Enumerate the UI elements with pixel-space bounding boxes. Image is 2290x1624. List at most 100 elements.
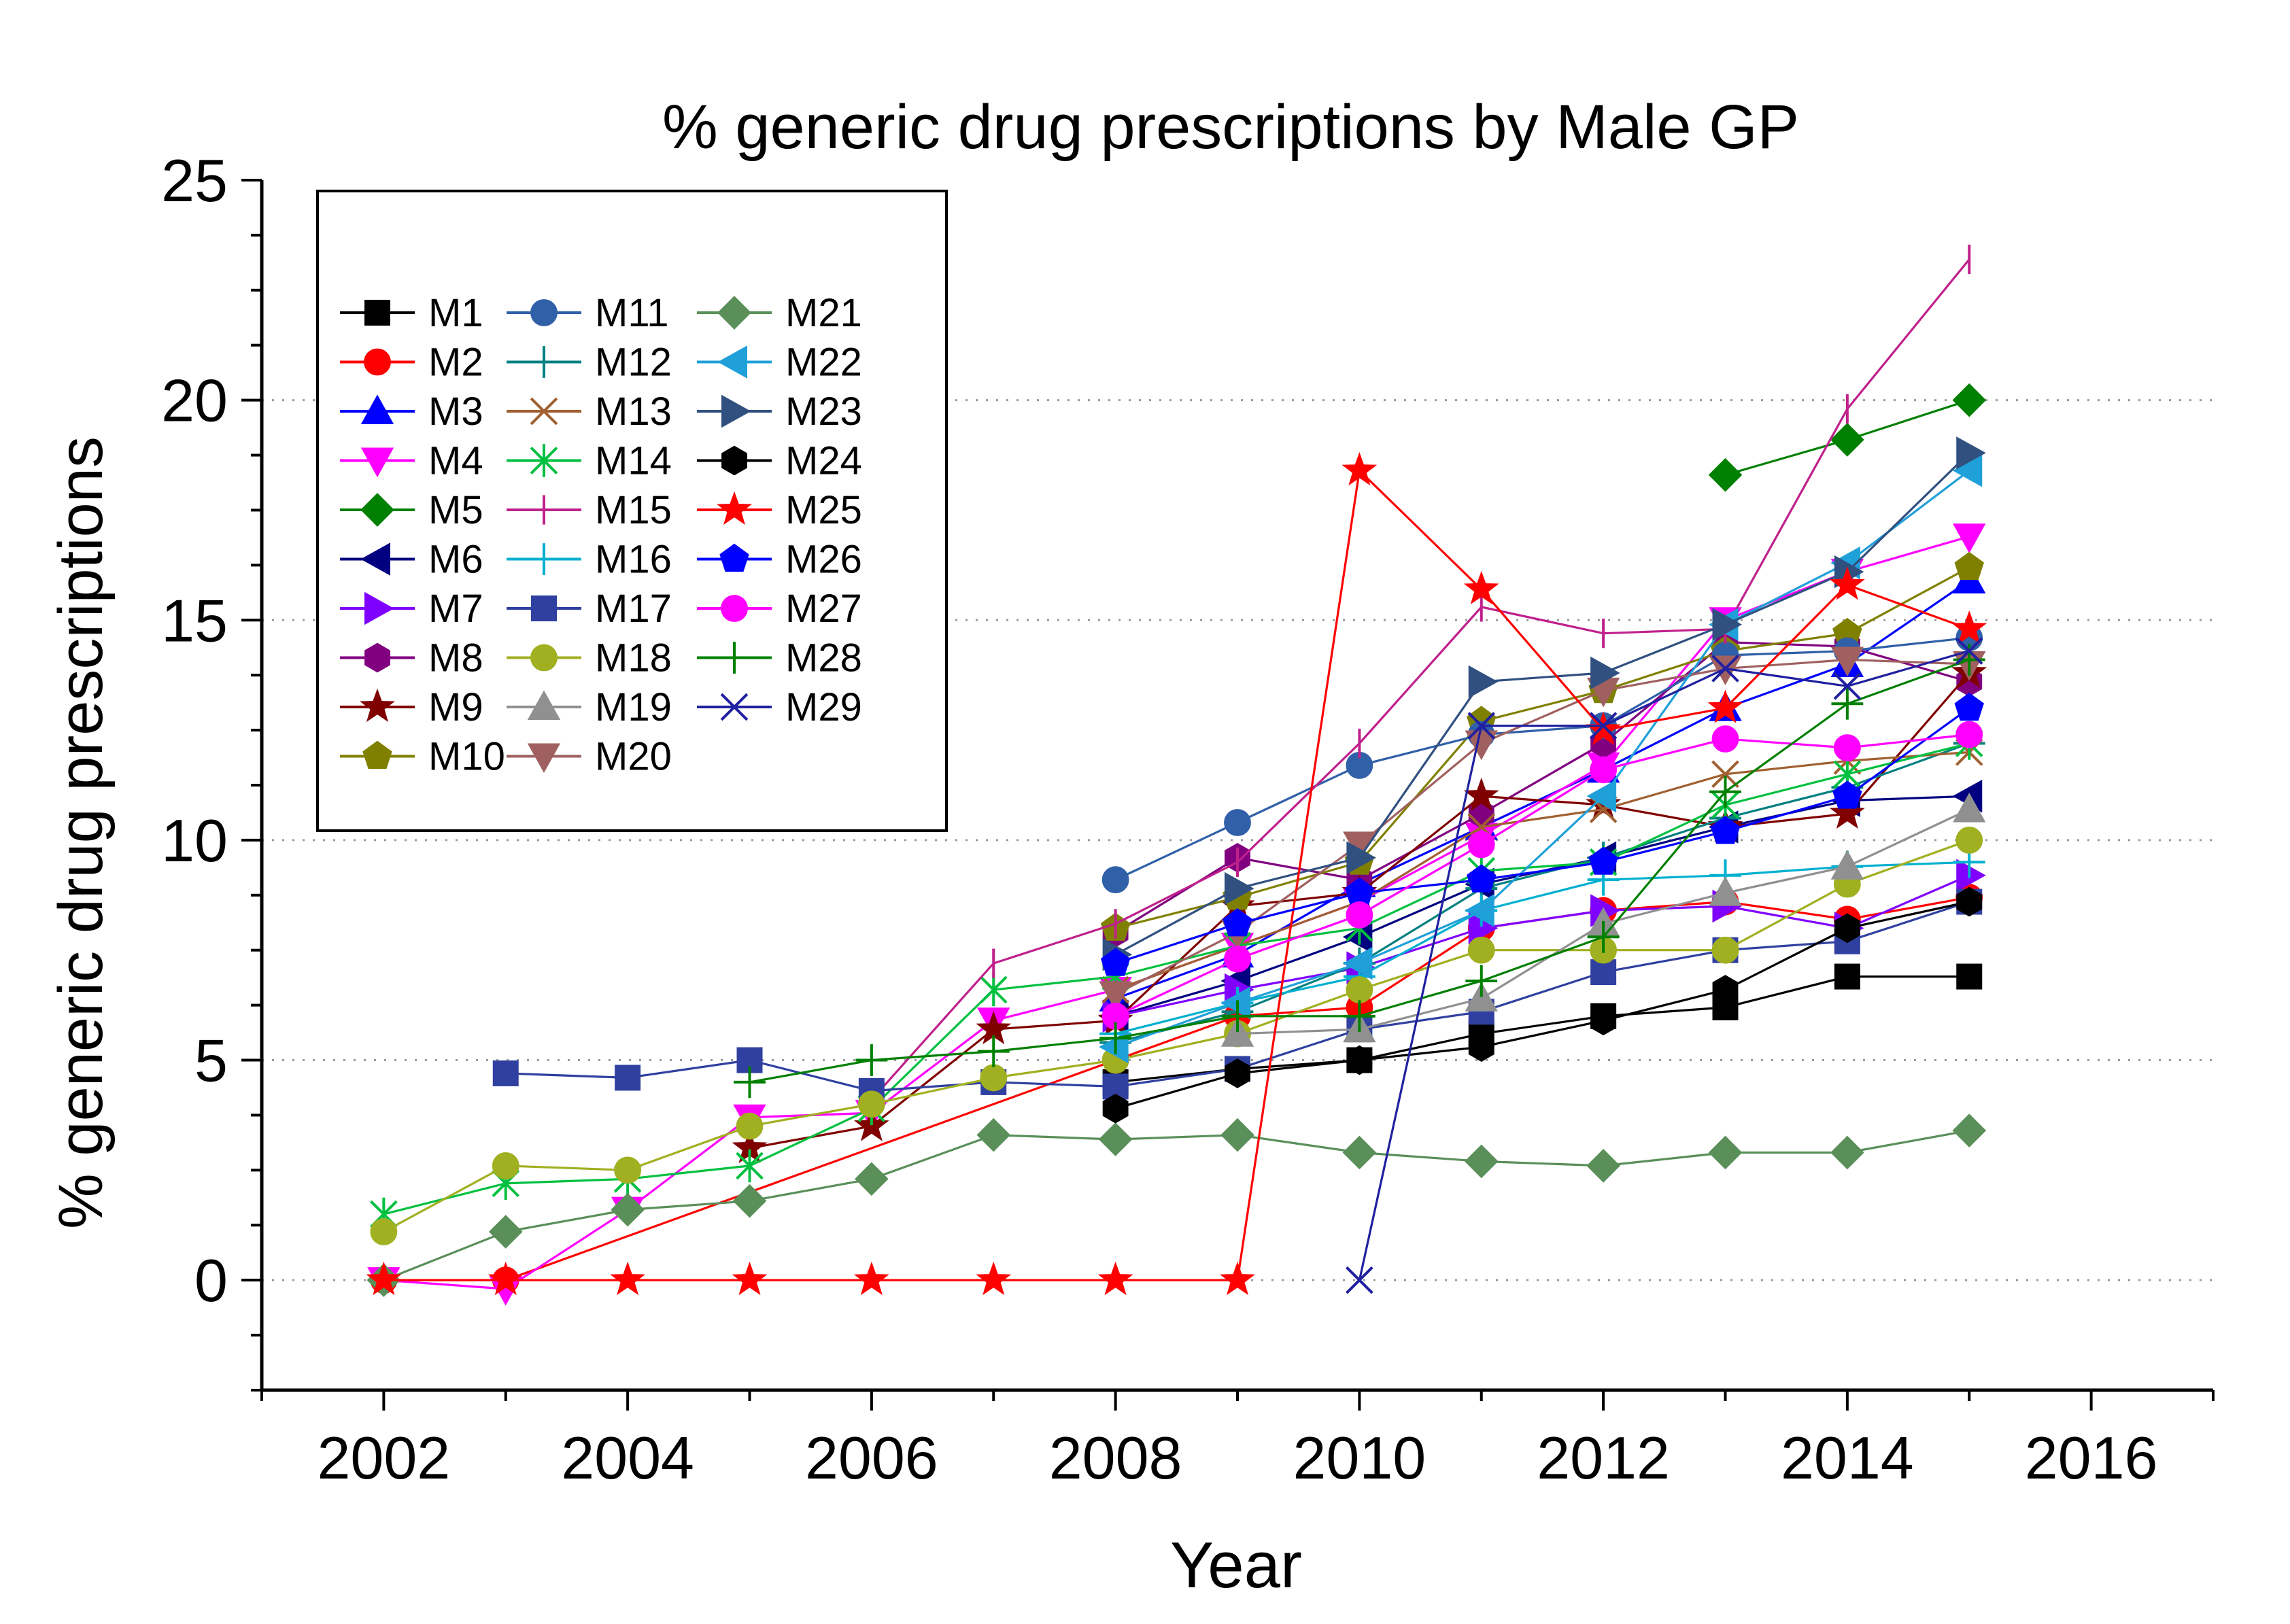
- x-tick-label: 2008: [1049, 1424, 1182, 1491]
- series-m22: [1099, 454, 1983, 1064]
- y-tick-label: 15: [161, 587, 228, 654]
- legend-item-m6: M6: [340, 538, 483, 582]
- legend-marker: [718, 642, 751, 674]
- data-point: [976, 1261, 1012, 1296]
- legend-item-m12: M12: [507, 341, 672, 385]
- data-point: [1831, 687, 1864, 720]
- series-line-m12: [1115, 742, 1970, 1044]
- data-point: [976, 1118, 1011, 1152]
- data-point: [1955, 721, 1983, 748]
- series-m24: [1102, 886, 1983, 1124]
- data-point: [1833, 672, 1862, 700]
- data-point: [734, 1066, 766, 1099]
- data-point: [1220, 986, 1250, 1020]
- y-axis-label: % generic drug prescriptions: [46, 436, 116, 1229]
- data-point: [1099, 981, 1132, 1012]
- data-point: [1953, 793, 1986, 823]
- legend-label: M28: [785, 636, 862, 680]
- legend-item-m27: M27: [697, 587, 862, 631]
- data-point: [1829, 795, 1865, 829]
- legend-item-m18: M18: [507, 636, 672, 680]
- data-point: [1220, 1261, 1255, 1296]
- legend: M1 M2 M3 M4 M5 M6 M7 M8 M9 M10 M11 M12 M13 M14 M15 M16 M…: [316, 190, 948, 832]
- data-point: [1830, 646, 1864, 677]
- series-line-m1: [1115, 975, 1970, 1084]
- series-line-m21: [383, 1129, 1970, 1281]
- y-tick-label: 0: [194, 1247, 228, 1314]
- data-point: [1102, 1093, 1129, 1124]
- data-point: [1956, 859, 1986, 892]
- series-line-m27: [1114, 733, 1970, 1018]
- data-point: [857, 1090, 885, 1118]
- data-point: [1955, 827, 1983, 854]
- series-line-m24: [1115, 900, 1970, 1110]
- legend-item-m14: M14: [507, 439, 672, 483]
- legend-item-m23: M23: [697, 390, 862, 434]
- data-point: [855, 1044, 888, 1076]
- x-axis-label: Year: [1170, 1529, 1302, 1602]
- data-point: [1956, 886, 1983, 917]
- legend-label: M14: [595, 439, 672, 483]
- data-point: [1342, 1135, 1377, 1170]
- data-point: [610, 1261, 646, 1296]
- data-point: [1101, 866, 1129, 894]
- series-m5: [1708, 383, 1987, 492]
- data-point: [1951, 610, 1987, 644]
- series-m23: [1102, 436, 1986, 971]
- data-point: [1711, 760, 1739, 789]
- data-point: [1708, 1135, 1743, 1170]
- data-point: [1467, 831, 1495, 859]
- data-point: [1465, 730, 1498, 761]
- x-tick-label: 2002: [317, 1424, 450, 1491]
- data-point: [1587, 920, 1620, 953]
- data-point: [1956, 963, 1983, 990]
- data-point: [855, 1162, 889, 1196]
- legend-item-m2: M2: [340, 341, 483, 385]
- data-point: [1343, 1000, 1375, 1033]
- series-line-m11: [1114, 636, 1970, 881]
- series-line-m7: [1115, 874, 1970, 1018]
- data-point: [615, 1065, 641, 1091]
- data-point: [1467, 936, 1495, 964]
- data-point: [1463, 777, 1499, 812]
- legend-item-m22: M22: [697, 341, 862, 385]
- data-point: [1952, 1113, 1987, 1147]
- data-point: [366, 1261, 402, 1296]
- legend-label: M8: [428, 636, 483, 680]
- data-point: [1098, 1122, 1133, 1156]
- data-point: [979, 973, 1008, 1007]
- legend-label: M19: [595, 685, 672, 729]
- data-point: [1954, 692, 1984, 721]
- data-point: [492, 1152, 519, 1179]
- data-point: [1589, 712, 1618, 740]
- data-point: [1707, 689, 1743, 723]
- legend-item-m17: M17: [507, 587, 672, 631]
- series-line-m16: [1115, 861, 1970, 1035]
- data-point: [1225, 1058, 1250, 1088]
- data-point: [1590, 1005, 1617, 1036]
- legend-item-m7: M7: [340, 587, 483, 631]
- series-line-m25: [383, 468, 1970, 1281]
- data-point: [611, 1192, 645, 1227]
- legend-label: M3: [428, 390, 483, 434]
- data-point: [1468, 1032, 1494, 1062]
- data-point: [1834, 963, 1860, 990]
- legend-marker: [364, 348, 391, 376]
- series-line-m23: [1114, 452, 1970, 956]
- series-m29: [1346, 637, 1983, 1294]
- y-tick-label: 5: [194, 1027, 228, 1094]
- data-point: [1832, 780, 1862, 809]
- legend-marker: [528, 543, 560, 575]
- legend-label: M17: [595, 587, 672, 631]
- data-point: [1341, 451, 1378, 486]
- series-m26: [1100, 692, 1984, 976]
- legend-item-m5: M5: [340, 488, 483, 532]
- legend-item-m19: M19: [507, 685, 672, 729]
- data-point: [736, 1149, 764, 1183]
- legend-label: M2: [428, 341, 483, 385]
- x-tick-label: 2012: [1537, 1424, 1670, 1491]
- data-point: [1833, 734, 1861, 761]
- legend-item-m24: M24: [697, 439, 862, 483]
- legend-marker: [530, 444, 558, 477]
- data-point: [1100, 948, 1131, 976]
